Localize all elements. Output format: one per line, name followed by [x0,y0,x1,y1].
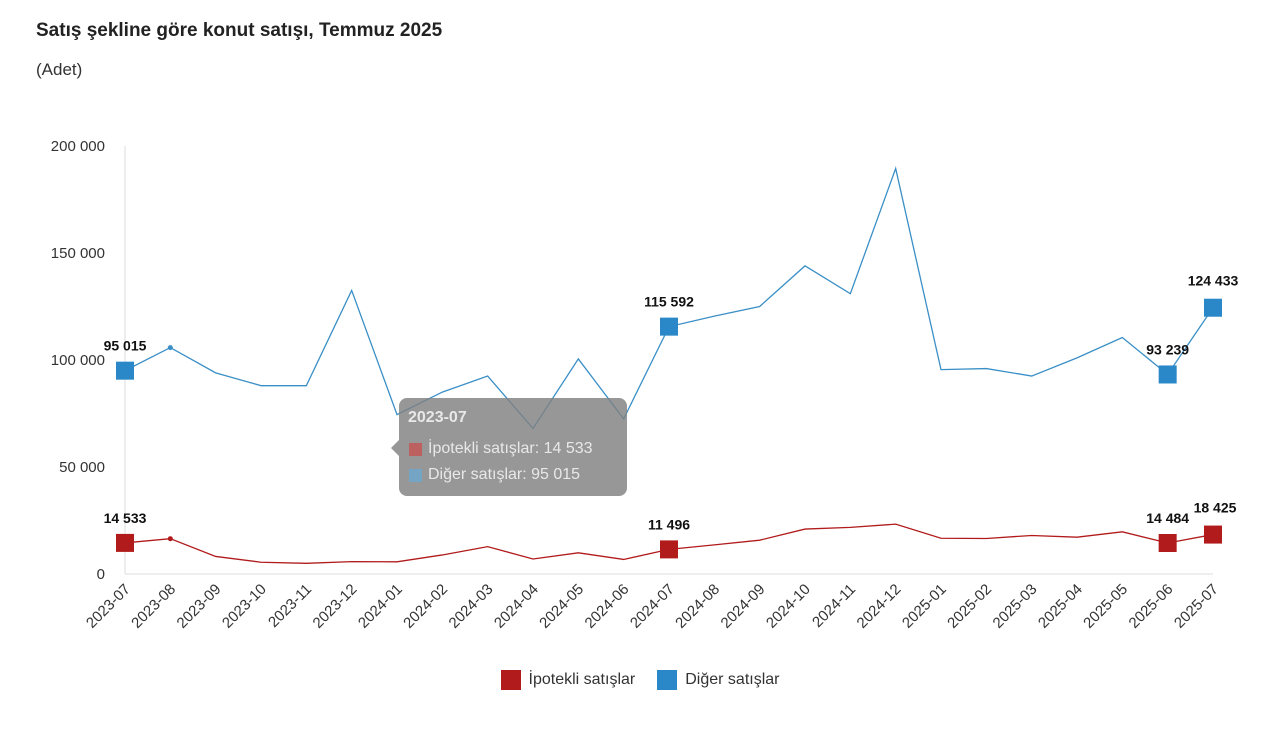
marker-diger[interactable] [1204,298,1222,317]
data-label-ipotekli: 18 425 [1194,500,1237,516]
x-tick-label: 2025-05 [1080,581,1131,632]
x-tick-label: 2025-07 [1171,581,1222,632]
x-tick-label: 2024-10 [763,581,814,632]
y-tick-label: 100 000 [51,352,105,369]
x-tick-label: 2024-12 [854,581,905,632]
data-label-ipotekli: 11 496 [648,516,690,532]
x-tick-label: 2023-11 [265,581,315,631]
data-label-ipotekli: 14 484 [1146,510,1189,526]
x-tick-label: 2025-03 [990,581,1041,632]
legend-swatch-ipotekli [500,670,521,690]
tooltip-row-ipotekli: İpotekli satışlar: 14 533 [409,440,593,458]
x-tick-label: 2024-06 [582,581,633,632]
legend-item-diger[interactable]: Diğer satışlar [657,670,779,690]
x-tick-label: 2024-11 [809,581,859,631]
x-tick-label: 2025-02 [944,581,995,632]
chart-tooltip: 2023-07 İpotekli satışlar: 14 533 Diğer … [391,398,627,496]
marker-ipotekli[interactable] [116,533,134,552]
y-tick-label: 0 [97,566,105,583]
data-label-diger: 93 239 [1146,341,1189,357]
chart-legend: İpotekli satışlar Diğer satışlar [0,670,1280,690]
x-tick-label: 2024-01 [355,581,406,632]
legend-item-ipotekli[interactable]: İpotekli satışlar [500,670,636,690]
x-tick-label: 2025-06 [1126,581,1177,632]
data-label-diger: 95 015 [104,338,147,354]
y-tick-label: 150 000 [51,245,105,262]
x-tick-label: 2024-07 [627,581,678,632]
x-tick-label: 2025-01 [899,581,950,632]
tooltip-swatch-ipotekli [409,442,422,456]
data-label-diger: 124 433 [1188,273,1239,289]
x-tick-label: 2023-07 [83,581,134,632]
x-tick-label: 2024-04 [491,581,542,632]
y-tick-label: 200 000 [51,138,105,155]
data-label-diger: 115 592 [644,294,694,310]
tooltip-title: 2023-07 [408,409,467,426]
x-tick-label: 2024-09 [718,581,769,632]
marker-ipotekli[interactable] [1158,534,1177,553]
x-tick-label: 2023-10 [219,581,270,632]
x-tick-label: 2024-02 [400,581,451,632]
x-tick-label: 2023-12 [310,581,361,632]
marker-diger[interactable] [116,361,134,380]
marker-ipotekli[interactable] [1204,525,1222,544]
x-tick-label: 2025-04 [1035,581,1086,632]
tooltip-row-diger: Diğer satışlar: 95 015 [409,466,580,484]
tooltip-text-diger: Diğer satışlar: 95 015 [428,466,581,483]
x-tick-label: 2023-09 [174,581,225,632]
chart-unit-label: (Adet) [36,60,83,79]
legend-label-diger: Diğer satışlar [685,671,780,688]
point-marker-diger[interactable] [167,345,173,351]
tooltip-swatch-diger [409,468,422,482]
x-tick-label: 2024-03 [446,581,497,632]
point-marker-ipotekli[interactable] [167,536,173,542]
marker-ipotekli[interactable] [660,540,678,559]
marker-diger[interactable] [1158,365,1177,384]
legend-label-ipotekli: İpotekli satışlar [528,671,636,688]
x-tick-label: 2023-08 [128,581,179,632]
x-tick-label: 2024-05 [536,581,587,632]
marker-diger[interactable] [660,317,678,336]
tooltip-text-ipotekli: İpotekli satışlar: 14 533 [428,440,593,457]
legend-swatch-diger [657,670,678,690]
chart-title: Satış şekline göre konut satışı, Temmuz … [36,20,443,41]
x-tick-label: 2024-08 [672,581,723,632]
y-tick-label: 50 000 [59,459,105,476]
data-label-ipotekli: 14 533 [104,510,147,526]
